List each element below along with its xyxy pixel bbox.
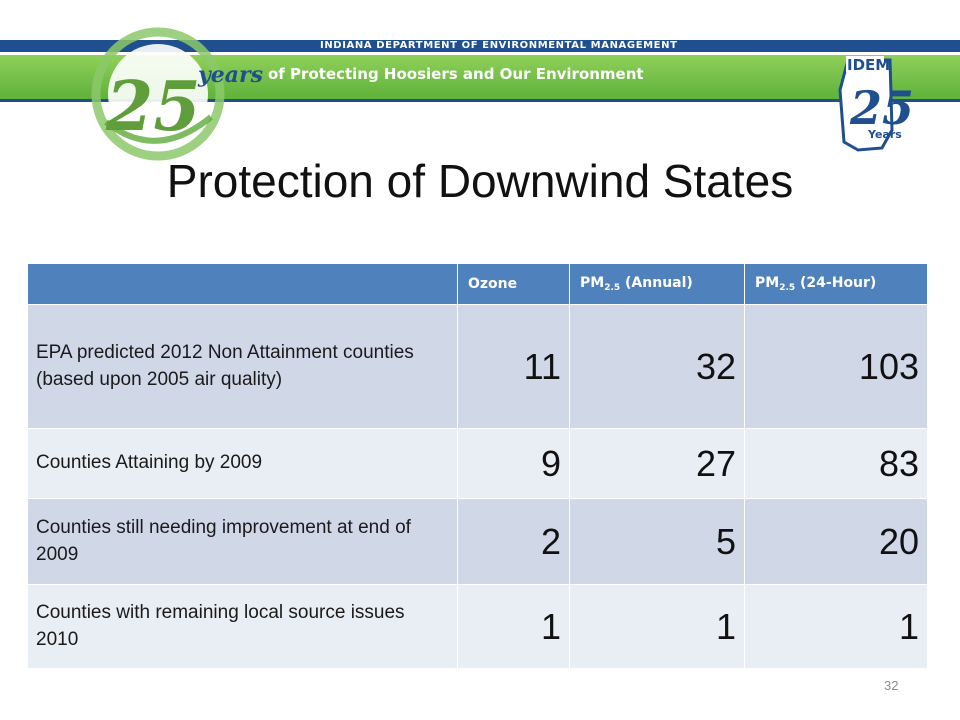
idem-label-box	[846, 56, 884, 72]
logo-swoosh	[104, 114, 213, 144]
logo-ring	[91, 27, 225, 161]
anniversary-25-years-logo: 25 years	[91, 27, 263, 161]
table-row: EPA predicted 2012 Non Attainment counti…	[27, 304, 928, 429]
header-corner-cell	[27, 263, 458, 305]
slide-title: Protection of Downwind States	[166, 155, 794, 207]
logo-ring-inner	[108, 44, 208, 144]
ozone-value: 9	[457, 428, 570, 499]
idem-label: IDEM	[847, 56, 890, 74]
ozone-value: 11	[457, 304, 570, 429]
pm25-annual-value: 32	[569, 304, 745, 429]
idem-logo: IDEM 25 Years	[838, 56, 914, 152]
agency-bar	[0, 40, 960, 52]
row-label: EPA predicted 2012 Non Attainment counti…	[27, 304, 458, 429]
ozone-value: 2	[457, 498, 570, 585]
row-label: Counties with remaining local source iss…	[27, 584, 458, 669]
pm25-annual-value: 1	[569, 584, 745, 669]
row-label: Counties still needing improvement at en…	[27, 498, 458, 585]
banner-divider	[0, 99, 960, 102]
page-number: 32	[884, 678, 899, 693]
table-row: Counties still needing improvement at en…	[27, 498, 928, 585]
column-header-pm25-annual: PM2.5 (Annual)	[569, 263, 745, 305]
idem-years-word: Years	[867, 128, 902, 141]
pm25-24-hour-value: 20	[744, 498, 928, 585]
pm25-annual-value: 27	[569, 428, 745, 499]
table-row: Counties Attaining by 2009 9 27 83	[27, 428, 928, 499]
pm25-24-hour-value: 103	[744, 304, 928, 429]
header-row: Ozone PM2.5 (Annual) PM2.5 (24-Hour)	[27, 263, 928, 305]
ozone-value: 1	[457, 584, 570, 669]
attainment-table: Ozone PM2.5 (Annual) PM2.5 (24-Hour) EPA…	[27, 263, 928, 669]
row-label: Counties Attaining by 2009	[27, 428, 458, 499]
table-row: Counties with remaining local source iss…	[27, 584, 928, 669]
column-header-pm25-24-hour: PM2.5 (24-Hour)	[744, 263, 928, 305]
pm25-annual-value: 5	[569, 498, 745, 585]
logo-years-word: years	[197, 62, 263, 88]
idem-number: 25	[849, 81, 914, 135]
pm25-24-hour-value: 83	[744, 428, 928, 499]
slogan-text: of Protecting Hoosiers and Our Environme…	[268, 65, 644, 83]
indiana-outline	[838, 58, 894, 152]
logo-number: 25	[105, 67, 201, 147]
column-header-ozone: Ozone	[457, 263, 570, 305]
agency-name: INDIANA DEPARTMENT OF ENVIRONMENTAL MANA…	[320, 40, 678, 51]
pm25-24-hour-value: 1	[744, 584, 928, 669]
